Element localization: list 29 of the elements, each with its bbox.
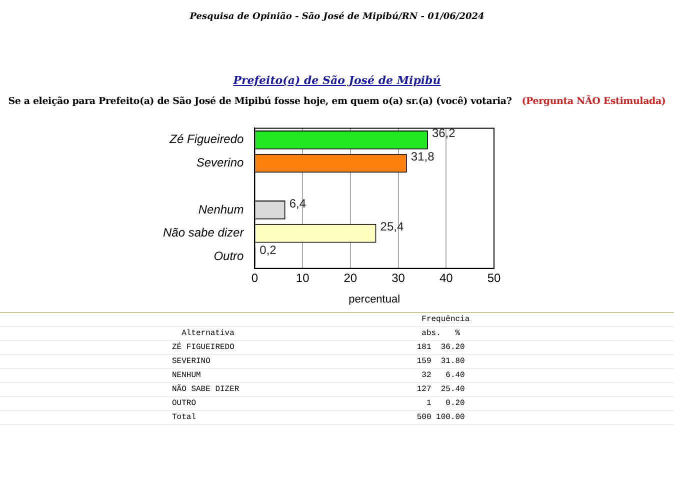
- text: Frequência: [0, 312, 674, 327]
- text: (Pergunta NÃO Estimulada): [522, 96, 666, 107]
- x-tick-label: 10: [296, 270, 310, 285]
- x-tick-label: 40: [439, 270, 454, 285]
- data-label: 0,2: [260, 243, 277, 258]
- text: SEVERINO 159 31.80: [0, 355, 674, 369]
- text: Alternativa abs. %: [0, 327, 674, 341]
- data-label: 6,4: [289, 196, 306, 210]
- y-tick-label: Não sabe dizer: [162, 226, 245, 240]
- text: NÃO SABE DIZER 127 25.40: [0, 383, 674, 397]
- y-tick-label: Outro: [214, 249, 244, 264]
- data-label: 31,8: [410, 150, 435, 164]
- x-axis-title: percentual: [348, 293, 400, 306]
- text: OUTRO 1 0.20: [0, 397, 674, 411]
- chart-title: Pesquisa de Opinião - São José de Mipibú/RN - 01/06/2024: [188, 12, 486, 22]
- chart-subtitle: Prefeito(a) de São José de Mipibú: [232, 74, 442, 87]
- y-tick-label: Severino: [196, 156, 244, 170]
- y-tick-label: Nenhum: [198, 202, 244, 216]
- text: Total 500 100.00: [0, 411, 674, 425]
- text: Se a eleição para Prefeito(a) de São José de Mipibú fosse hoje, em quem o(a) sr.(a) (você) votaria?: [8, 96, 512, 107]
- text: ZÉ FIGUEIREDO 181 36.20: [0, 341, 674, 355]
- text: NENHUM 32 6.40: [0, 369, 674, 383]
- x-tick-label: 50: [487, 270, 501, 285]
- data-label: 25,4: [380, 220, 404, 234]
- y-tick-label: Zé Figueiredo: [168, 132, 244, 146]
- x-tick-label: 20: [344, 270, 358, 285]
- data-label: 36,2: [432, 126, 456, 140]
- x-tick-label: 30: [392, 270, 406, 285]
- x-tick-label: 0: [251, 270, 258, 285]
